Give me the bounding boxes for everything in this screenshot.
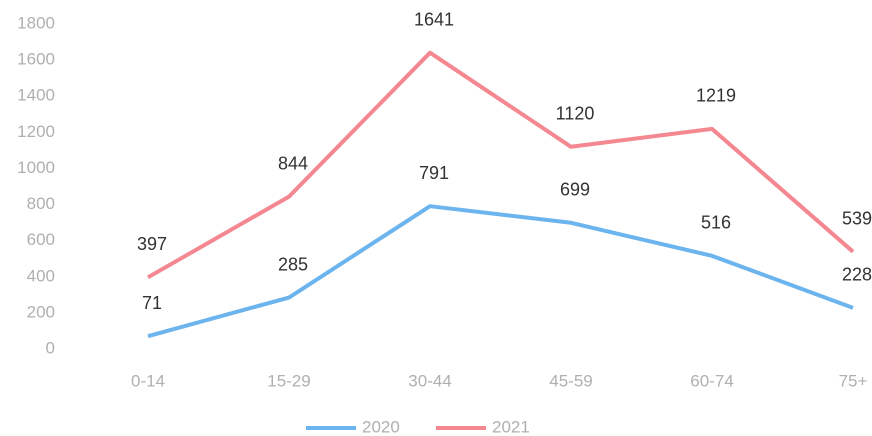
y-tick-label: 200 [27, 302, 55, 321]
data-label: 699 [560, 180, 590, 200]
data-label: 539 [842, 208, 872, 228]
x-tick-label: 15-29 [267, 371, 310, 390]
x-tick-label: 0-14 [131, 371, 165, 390]
y-tick-label: 1200 [17, 122, 55, 141]
x-tick-label: 45-59 [549, 371, 592, 390]
y-tick-label: 1600 [17, 50, 55, 69]
y-tick-label: 800 [27, 194, 55, 213]
data-label: 285 [278, 254, 308, 274]
data-label: 228 [842, 265, 872, 285]
y-tick-label: 600 [27, 230, 55, 249]
data-label: 1219 [696, 86, 736, 106]
data-label: 844 [278, 153, 308, 173]
y-tick-label: 1800 [17, 13, 55, 32]
y-tick-label: 0 [46, 338, 55, 357]
x-tick-label: 60-74 [690, 371, 733, 390]
data-label: 1641 [414, 9, 454, 29]
data-label: 516 [701, 213, 731, 233]
line [147, 204, 854, 339]
data-label: 71 [142, 293, 162, 313]
legend-label: 2020 [362, 417, 400, 436]
x-tick-label: 75+ [839, 371, 868, 390]
data-label: 397 [137, 234, 167, 254]
y-tick-label: 400 [27, 266, 55, 285]
legend-label: 2021 [492, 417, 530, 436]
line [147, 50, 855, 280]
y-tick-label: 1400 [17, 86, 55, 105]
y-tick-label: 1000 [17, 158, 55, 177]
data-label: 1120 [556, 104, 595, 124]
x-tick-label: 30-44 [408, 371, 451, 390]
data-label: 791 [419, 163, 449, 183]
